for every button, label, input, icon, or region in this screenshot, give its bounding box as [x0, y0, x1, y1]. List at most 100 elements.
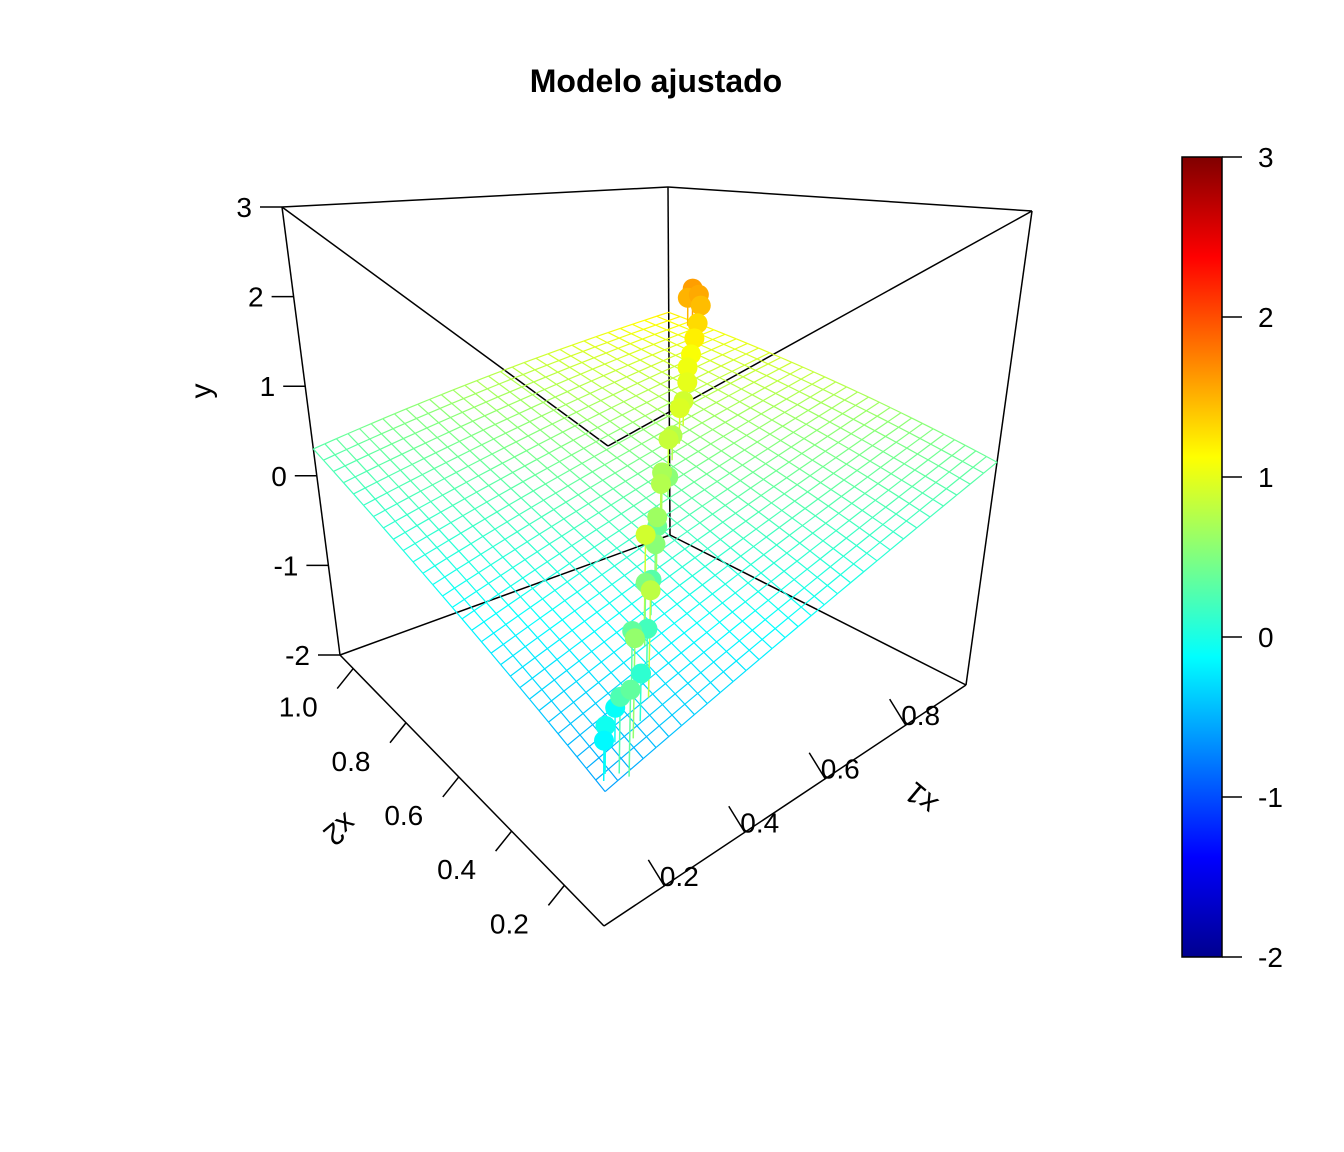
- plane-line: [789, 534, 801, 544]
- plane-line: [706, 621, 720, 633]
- plane-line: [684, 548, 696, 559]
- plane-line: [508, 504, 520, 516]
- plane-line: [778, 454, 790, 463]
- plane-line: [618, 522, 632, 532]
- plane-line: [754, 448, 769, 458]
- plane-line: [444, 568, 458, 578]
- plane-line: [481, 438, 494, 446]
- plane-line: [837, 433, 852, 443]
- plane-line: [574, 425, 586, 435]
- plane-line: [787, 617, 799, 628]
- plane-line: [848, 509, 863, 522]
- plane-line: [334, 454, 346, 467]
- plane-line: [541, 509, 555, 518]
- plane-line: [414, 427, 428, 434]
- plane-line: [701, 505, 713, 515]
- plane-line: [368, 448, 381, 456]
- plane-line: [693, 481, 705, 491]
- plane-line: [571, 537, 585, 547]
- plane-line: [867, 476, 879, 485]
- data-point: [658, 429, 679, 450]
- plane-line: [490, 462, 503, 471]
- plane-line: [655, 415, 669, 424]
- plane-line: [374, 492, 388, 500]
- plane-line: [816, 566, 831, 578]
- plane-line: [637, 473, 649, 483]
- plane-line: [573, 433, 586, 441]
- plane-line: [903, 453, 918, 465]
- plane-line: [474, 508, 486, 520]
- plane-line: [655, 736, 670, 749]
- plane-line: [935, 471, 950, 483]
- plane-line: [384, 503, 398, 511]
- plane-line: [648, 383, 661, 391]
- plane-line: [583, 340, 596, 348]
- plane-line: [756, 441, 769, 450]
- plane-line: [454, 587, 465, 600]
- plane-line: [815, 505, 829, 517]
- plane-line: [569, 563, 580, 574]
- plane-line: [771, 411, 785, 421]
- plane-line: [642, 683, 654, 695]
- data-point: [624, 628, 645, 649]
- plane-line: [506, 418, 519, 428]
- plane-line: [588, 503, 600, 514]
- plane-line: [861, 430, 876, 441]
- plane-line: [625, 473, 639, 482]
- plane-line: [773, 486, 785, 495]
- plane-line: [644, 408, 658, 417]
- plane-line: [494, 418, 508, 426]
- plane-line: [776, 534, 790, 546]
- plane-line: [841, 486, 855, 497]
- plane-line: [663, 360, 675, 367]
- plane-line: [471, 621, 485, 631]
- plane-line: [343, 482, 354, 495]
- plane-line: [695, 466, 708, 475]
- plane-line: [694, 703, 708, 715]
- plane-line: [753, 546, 765, 556]
- plane-line: [577, 398, 589, 407]
- plane-line: [817, 498, 829, 507]
- plane-line: [765, 463, 777, 472]
- plane-line: [822, 540, 834, 549]
- plane-line: [895, 513, 907, 522]
- plane-line: [461, 610, 475, 620]
- plane-line: [424, 546, 438, 556]
- plane-line: [405, 403, 419, 410]
- plane-line: [668, 662, 679, 674]
- plane-line: [519, 687, 530, 700]
- plane-line: [777, 380, 789, 387]
- plane-line: [560, 439, 574, 448]
- plane-line: [737, 496, 749, 505]
- plane-line: [559, 639, 570, 651]
- box-edge: [339, 534, 671, 656]
- plane-line: [627, 359, 641, 366]
- plane-line: [564, 591, 578, 602]
- plane-line: [911, 417, 923, 424]
- plane-line: [758, 347, 770, 354]
- plane-line: [796, 550, 811, 562]
- plane-line: [478, 475, 490, 486]
- drop-line: [647, 590, 652, 698]
- plane-line: [853, 552, 868, 565]
- plane-line: [959, 477, 971, 485]
- plane-line: [729, 631, 740, 642]
- plane-line: [353, 487, 366, 495]
- plane-line: [843, 479, 855, 488]
- plane-line: [542, 401, 555, 411]
- plane-line: [591, 556, 605, 566]
- plane-line: [699, 429, 713, 438]
- plane-line: [618, 603, 633, 614]
- plane-line: [452, 498, 465, 506]
- plane-line: [632, 415, 646, 423]
- plane-line: [313, 443, 326, 450]
- plane-line: [619, 323, 633, 329]
- plane-line: [867, 466, 881, 478]
- plane-line: [838, 502, 853, 514]
- plane-line: [529, 598, 543, 608]
- plane-line: [783, 484, 798, 495]
- plane-line: [364, 481, 378, 489]
- plane-line: [563, 518, 575, 529]
- z-axis-label: y: [185, 384, 218, 399]
- plane-line: [607, 682, 622, 694]
